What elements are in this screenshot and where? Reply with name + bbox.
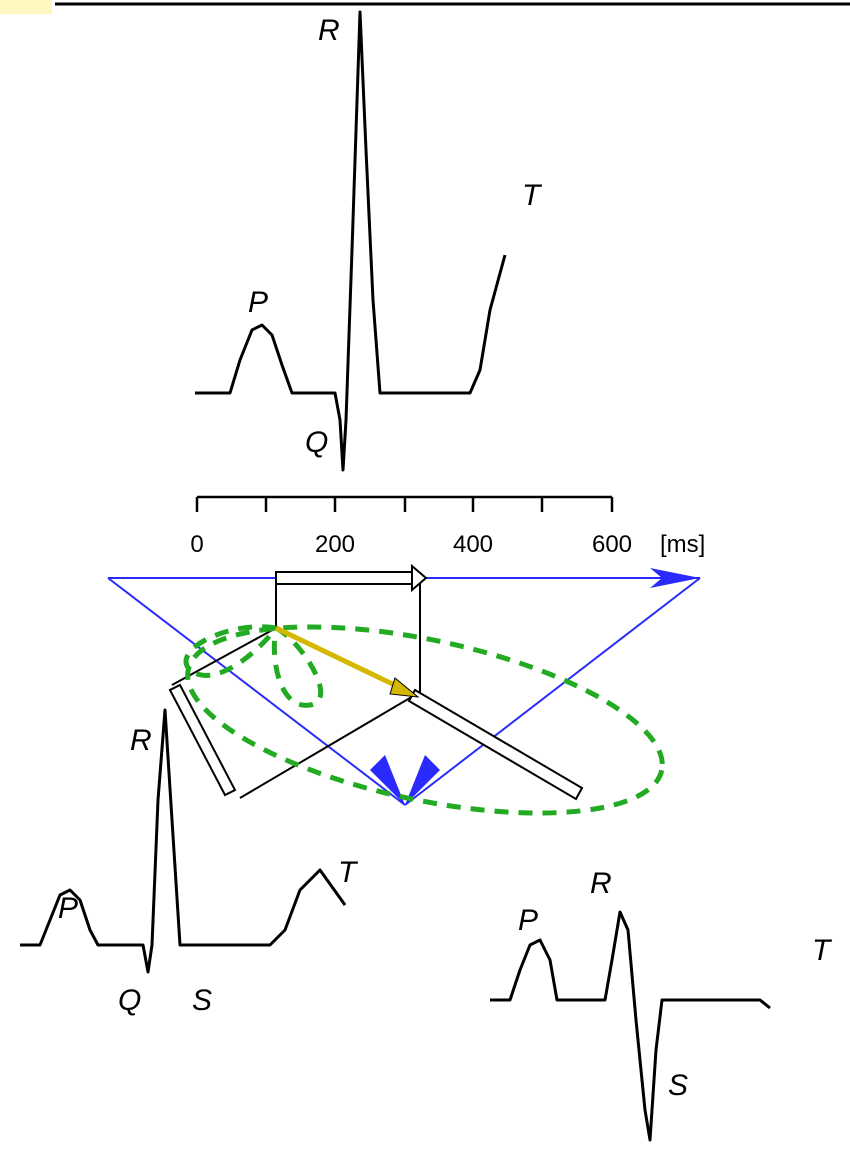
tick-label: 0	[190, 531, 203, 558]
vector-loop	[183, 624, 665, 816]
label-t: T	[338, 856, 359, 889]
tick-label: 600	[592, 531, 632, 558]
left-ecg	[20, 708, 347, 974]
label-q: Q	[118, 984, 141, 1017]
mean-vector	[274, 625, 407, 693]
arrowhead	[650, 568, 700, 588]
top-ecg	[195, 10, 507, 472]
label-r: R	[318, 14, 340, 47]
label-p: P	[58, 892, 78, 925]
label-s: S	[192, 984, 212, 1017]
label-t: T	[812, 934, 833, 967]
label-p: P	[518, 904, 538, 937]
label-r: R	[590, 867, 612, 900]
arrowhead	[389, 677, 420, 698]
projections	[168, 563, 584, 801]
unit-label: [ms]	[660, 531, 705, 558]
label-t: T	[522, 179, 543, 212]
label-s: S	[668, 1069, 688, 1102]
time-scale	[195, 495, 614, 512]
corner-highlight	[0, 0, 52, 14]
tick-label: 400	[453, 531, 493, 558]
label-r: R	[130, 724, 152, 757]
label-p: P	[248, 286, 268, 319]
label-q: Q	[305, 426, 328, 459]
arrowhead	[370, 755, 440, 805]
tick-label: 200	[315, 531, 355, 558]
right-ecg	[490, 910, 771, 1142]
